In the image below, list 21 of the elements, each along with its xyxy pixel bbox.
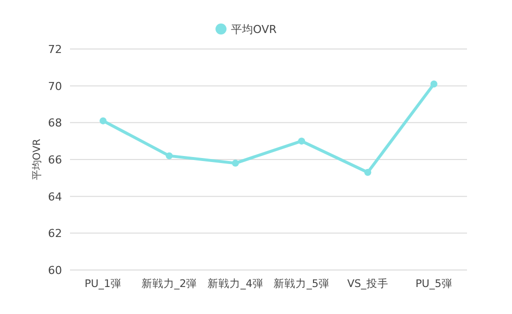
point <box>232 160 239 167</box>
x-tick-label: 新戦力_2弾 <box>141 277 198 290</box>
y-tick-label: 60 <box>48 264 62 277</box>
point <box>100 117 107 124</box>
x-tick-label: 新戦力_4弾 <box>207 277 264 290</box>
y-axis-title: 平均OVR <box>31 138 43 180</box>
x-tick-label: PU_5弾 <box>415 278 452 290</box>
point <box>298 138 306 145</box>
y-tick-label: 64 <box>48 190 62 204</box>
x-tick-label: VS_投手 <box>347 277 388 290</box>
point <box>166 152 173 160</box>
point <box>430 80 438 88</box>
y-tick-label: 72 <box>48 43 62 56</box>
legend-label: 平均OVR <box>231 23 277 36</box>
x-tick-label: PU_1弾 <box>84 278 122 290</box>
y-tick-label: 68 <box>48 116 62 130</box>
y-tick-label: 70 <box>48 80 62 93</box>
x-tick-label: 新戦力_5弾 <box>274 277 330 290</box>
point <box>364 168 372 176</box>
y-tick-label: 62 <box>48 227 62 240</box>
y-tick-label: 66 <box>48 154 62 166</box>
